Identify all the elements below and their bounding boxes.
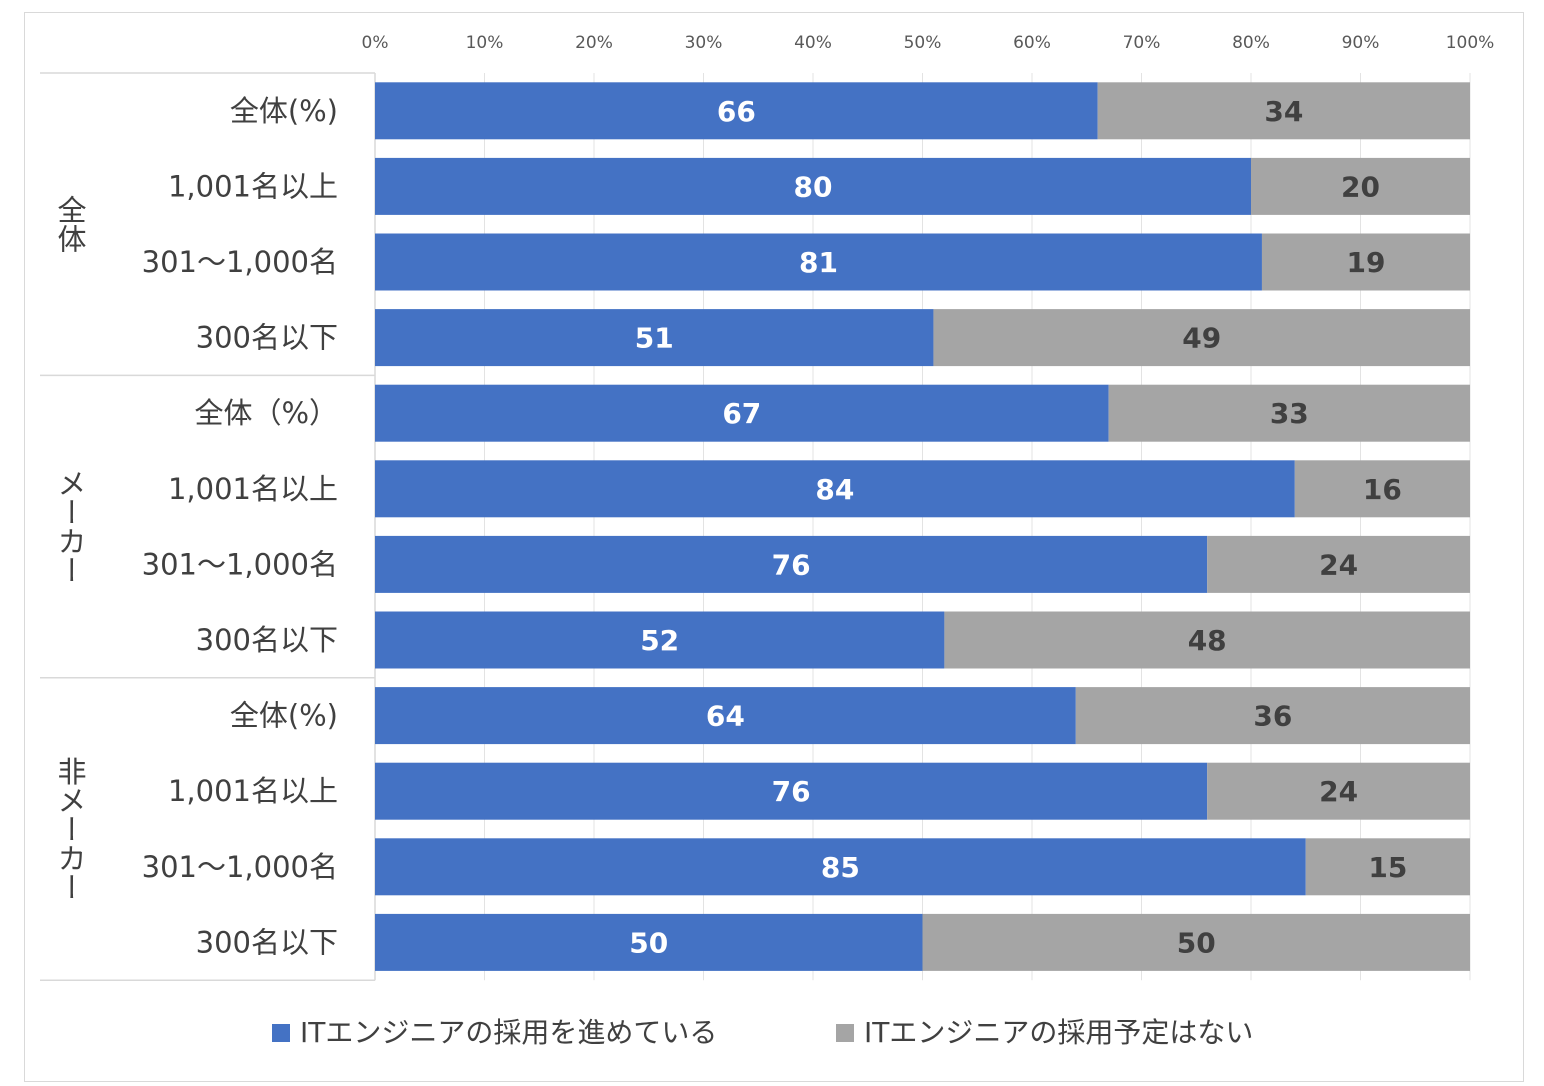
bar-adopting	[375, 913, 923, 971]
legend-swatch	[836, 1024, 854, 1042]
bar-not-planned	[1251, 157, 1470, 215]
data-label: 50	[629, 926, 668, 959]
data-label: 50	[1177, 926, 1216, 959]
bar-adopting	[375, 309, 934, 367]
bar-adopting	[375, 233, 1262, 291]
x-tick-label: 50%	[904, 33, 942, 53]
data-label: 48	[1188, 624, 1227, 657]
category-table-lines	[40, 72, 376, 981]
data-label: 84	[815, 473, 854, 506]
data-label: 85	[821, 851, 860, 884]
x-axis-ticks: 0% 10% 20% 30% 40% 50% 60% 70% 80% 90% 100%	[362, 33, 1495, 53]
data-label: 24	[1319, 548, 1358, 581]
group-label: メーカー	[53, 469, 87, 585]
data-label: 51	[635, 322, 674, 355]
x-tick-label: 20%	[575, 33, 613, 53]
category-label: 全体（%）	[194, 396, 338, 430]
x-tick-label: 30%	[685, 33, 723, 53]
data-label: 15	[1368, 851, 1407, 884]
category-label: 301～1,000名	[142, 245, 338, 279]
bar-not-planned	[1108, 384, 1470, 442]
legend: ITエンジニアの採用を進めている ITエンジニアの採用予定はない	[272, 1016, 1253, 1049]
data-label: 66	[717, 95, 756, 128]
bar-adopting	[375, 838, 1306, 896]
x-tick-label: 10%	[466, 33, 504, 53]
data-label: 49	[1182, 322, 1221, 355]
bar-not-planned	[1075, 687, 1470, 745]
data-label: 20	[1341, 170, 1380, 203]
bar-not-planned	[1294, 460, 1470, 518]
category-label: 301～1,000名	[142, 547, 338, 581]
legend-label: ITエンジニアの採用予定はない	[864, 1016, 1253, 1049]
category-label: 300名以下	[196, 321, 338, 355]
bar-adopting	[375, 157, 1251, 215]
category-label: 全体(%)	[230, 94, 338, 128]
x-tick-label: 0%	[362, 33, 389, 53]
bar-not-planned	[944, 611, 1470, 669]
data-labels: 66 34 80 20 81 19 51 49 67 33 84 16 76 24 52 48 64 36 76 24…	[629, 95, 1407, 960]
bar-adopting	[375, 762, 1208, 820]
bar-adopting	[375, 82, 1098, 140]
legend-swatch	[272, 1024, 290, 1042]
category-label: 1,001名以上	[168, 169, 338, 203]
legend-label: ITエンジニアの採用を進めている	[300, 1016, 717, 1049]
bar-adopting	[375, 611, 945, 669]
bar-not-planned	[1207, 762, 1470, 820]
x-tick-label: 100%	[1446, 33, 1495, 53]
data-label: 80	[794, 170, 833, 203]
category-label: 301～1,000名	[142, 850, 338, 884]
bar-not-planned	[922, 913, 1470, 971]
x-tick-label: 90%	[1342, 33, 1380, 53]
x-tick-label: 60%	[1013, 33, 1051, 53]
category-label: 1,001名以上	[168, 774, 338, 808]
category-label: 1,001名以上	[168, 472, 338, 506]
data-label: 33	[1270, 397, 1309, 430]
bar-adopting	[375, 460, 1295, 518]
bar-not-planned	[933, 309, 1470, 367]
bar-not-planned	[1305, 838, 1470, 896]
bars	[375, 82, 1470, 971]
group-label: 全体	[53, 195, 87, 253]
x-tick-label: 80%	[1232, 33, 1270, 53]
data-label: 24	[1319, 775, 1358, 808]
data-label: 67	[722, 397, 761, 430]
data-label: 76	[772, 548, 811, 581]
data-label: 81	[799, 246, 838, 279]
category-label: 300名以下	[196, 623, 338, 657]
category-label: 全体(%)	[230, 699, 338, 733]
bar-not-planned	[1097, 82, 1470, 140]
x-tick-label: 40%	[794, 33, 832, 53]
bar-not-planned	[1207, 535, 1470, 593]
data-label: 19	[1346, 246, 1385, 279]
bar-not-planned	[1261, 233, 1470, 291]
data-label: 52	[640, 624, 679, 657]
bar-adopting	[375, 384, 1109, 442]
group-label: 非メーカー	[53, 756, 87, 901]
data-label: 76	[772, 775, 811, 808]
data-label: 16	[1363, 473, 1402, 506]
data-label: 64	[706, 700, 745, 733]
data-label: 34	[1264, 95, 1303, 128]
bar-adopting	[375, 687, 1076, 745]
category-label: 300名以下	[196, 925, 338, 959]
x-tick-label: 70%	[1123, 33, 1161, 53]
bar-adopting	[375, 535, 1208, 593]
data-label: 36	[1253, 700, 1292, 733]
